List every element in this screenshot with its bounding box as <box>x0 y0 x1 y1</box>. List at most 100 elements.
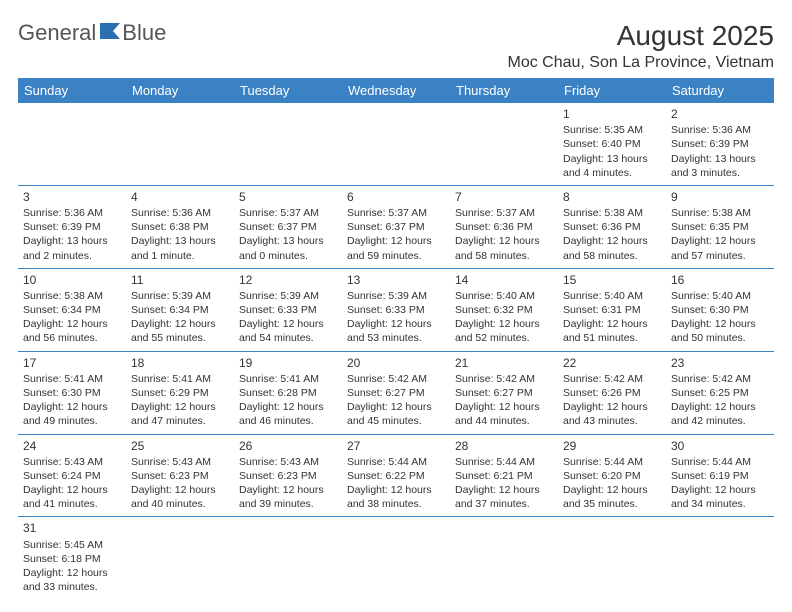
sunrise-text: Sunrise: 5:37 AM <box>239 206 337 220</box>
day-number: 5 <box>239 189 337 205</box>
location: Moc Chau, Son La Province, Vietnam <box>507 54 774 72</box>
sunrise-text: Sunrise: 5:42 AM <box>347 372 445 386</box>
day-number: 26 <box>239 438 337 454</box>
calendar-day-cell: 29Sunrise: 5:44 AMSunset: 6:20 PMDayligh… <box>558 434 666 517</box>
flag-icon <box>98 21 124 46</box>
sunrise-text: Sunrise: 5:39 AM <box>347 289 445 303</box>
logo-text-2: Blue <box>122 20 166 46</box>
day-number: 11 <box>131 272 229 288</box>
sunrise-text: Sunrise: 5:41 AM <box>131 372 229 386</box>
sunrise-text: Sunrise: 5:38 AM <box>563 206 661 220</box>
daylight-text: Daylight: 12 hours and 54 minutes. <box>239 317 337 345</box>
title-block: August 2025 Moc Chau, Son La Province, V… <box>507 20 774 72</box>
calendar-day-cell: 4Sunrise: 5:36 AMSunset: 6:38 PMDaylight… <box>126 185 234 268</box>
calendar-empty-cell <box>234 103 342 185</box>
daylight-text: Daylight: 12 hours and 37 minutes. <box>455 483 553 511</box>
day-number: 22 <box>563 355 661 371</box>
sunrise-text: Sunrise: 5:40 AM <box>455 289 553 303</box>
sunset-text: Sunset: 6:23 PM <box>239 469 337 483</box>
sunset-text: Sunset: 6:39 PM <box>671 137 769 151</box>
calendar-day-cell: 3Sunrise: 5:36 AMSunset: 6:39 PMDaylight… <box>18 185 126 268</box>
daylight-text: Daylight: 12 hours and 39 minutes. <box>239 483 337 511</box>
weekday-header-row: SundayMondayTuesdayWednesdayThursdayFrid… <box>18 78 774 103</box>
sunset-text: Sunset: 6:23 PM <box>131 469 229 483</box>
day-number: 8 <box>563 189 661 205</box>
day-number: 10 <box>23 272 121 288</box>
daylight-text: Daylight: 12 hours and 35 minutes. <box>563 483 661 511</box>
sunrise-text: Sunrise: 5:44 AM <box>563 455 661 469</box>
calendar-day-cell: 11Sunrise: 5:39 AMSunset: 6:34 PMDayligh… <box>126 268 234 351</box>
sunrise-text: Sunrise: 5:36 AM <box>671 123 769 137</box>
sunset-text: Sunset: 6:40 PM <box>563 137 661 151</box>
day-number: 29 <box>563 438 661 454</box>
sunrise-text: Sunrise: 5:43 AM <box>239 455 337 469</box>
calendar-day-cell: 21Sunrise: 5:42 AMSunset: 6:27 PMDayligh… <box>450 351 558 434</box>
calendar-day-cell: 6Sunrise: 5:37 AMSunset: 6:37 PMDaylight… <box>342 185 450 268</box>
sunset-text: Sunset: 6:19 PM <box>671 469 769 483</box>
calendar-day-cell: 1Sunrise: 5:35 AMSunset: 6:40 PMDaylight… <box>558 103 666 185</box>
day-number: 17 <box>23 355 121 371</box>
day-number: 18 <box>131 355 229 371</box>
day-number: 28 <box>455 438 553 454</box>
header: General Blue August 2025 Moc Chau, Son L… <box>18 20 774 72</box>
calendar-week-row: 31Sunrise: 5:45 AMSunset: 6:18 PMDayligh… <box>18 517 774 599</box>
daylight-text: Daylight: 12 hours and 38 minutes. <box>347 483 445 511</box>
weekday-header: Thursday <box>450 78 558 103</box>
weekday-header: Saturday <box>666 78 774 103</box>
calendar-day-cell: 27Sunrise: 5:44 AMSunset: 6:22 PMDayligh… <box>342 434 450 517</box>
calendar-day-cell: 16Sunrise: 5:40 AMSunset: 6:30 PMDayligh… <box>666 268 774 351</box>
sunset-text: Sunset: 6:38 PM <box>131 220 229 234</box>
sunset-text: Sunset: 6:30 PM <box>23 386 121 400</box>
sunrise-text: Sunrise: 5:42 AM <box>455 372 553 386</box>
day-number: 13 <box>347 272 445 288</box>
sunset-text: Sunset: 6:27 PM <box>455 386 553 400</box>
day-number: 4 <box>131 189 229 205</box>
calendar-day-cell: 28Sunrise: 5:44 AMSunset: 6:21 PMDayligh… <box>450 434 558 517</box>
calendar-week-row: 1Sunrise: 5:35 AMSunset: 6:40 PMDaylight… <box>18 103 774 185</box>
daylight-text: Daylight: 12 hours and 49 minutes. <box>23 400 121 428</box>
calendar-day-cell: 18Sunrise: 5:41 AMSunset: 6:29 PMDayligh… <box>126 351 234 434</box>
sunrise-text: Sunrise: 5:40 AM <box>671 289 769 303</box>
logo: General Blue <box>18 20 166 46</box>
sunrise-text: Sunrise: 5:36 AM <box>23 206 121 220</box>
calendar-day-cell: 8Sunrise: 5:38 AMSunset: 6:36 PMDaylight… <box>558 185 666 268</box>
day-number: 21 <box>455 355 553 371</box>
sunset-text: Sunset: 6:34 PM <box>131 303 229 317</box>
calendar-empty-cell <box>342 103 450 185</box>
sunrise-text: Sunrise: 5:35 AM <box>563 123 661 137</box>
calendar-day-cell: 7Sunrise: 5:37 AMSunset: 6:36 PMDaylight… <box>450 185 558 268</box>
calendar-day-cell: 14Sunrise: 5:40 AMSunset: 6:32 PMDayligh… <box>450 268 558 351</box>
sunset-text: Sunset: 6:30 PM <box>671 303 769 317</box>
daylight-text: Daylight: 12 hours and 50 minutes. <box>671 317 769 345</box>
sunrise-text: Sunrise: 5:44 AM <box>671 455 769 469</box>
sunset-text: Sunset: 6:29 PM <box>131 386 229 400</box>
sunset-text: Sunset: 6:22 PM <box>347 469 445 483</box>
day-number: 31 <box>23 520 121 536</box>
calendar-day-cell: 22Sunrise: 5:42 AMSunset: 6:26 PMDayligh… <box>558 351 666 434</box>
calendar-day-cell: 9Sunrise: 5:38 AMSunset: 6:35 PMDaylight… <box>666 185 774 268</box>
daylight-text: Daylight: 13 hours and 4 minutes. <box>563 152 661 180</box>
daylight-text: Daylight: 12 hours and 33 minutes. <box>23 566 121 594</box>
calendar-empty-cell <box>450 517 558 599</box>
sunrise-text: Sunrise: 5:38 AM <box>23 289 121 303</box>
calendar-day-cell: 5Sunrise: 5:37 AMSunset: 6:37 PMDaylight… <box>234 185 342 268</box>
daylight-text: Daylight: 12 hours and 56 minutes. <box>23 317 121 345</box>
calendar-empty-cell <box>558 517 666 599</box>
day-number: 20 <box>347 355 445 371</box>
daylight-text: Daylight: 13 hours and 3 minutes. <box>671 152 769 180</box>
calendar-empty-cell <box>234 517 342 599</box>
calendar-day-cell: 23Sunrise: 5:42 AMSunset: 6:25 PMDayligh… <box>666 351 774 434</box>
sunset-text: Sunset: 6:34 PM <box>23 303 121 317</box>
sunrise-text: Sunrise: 5:37 AM <box>455 206 553 220</box>
calendar-week-row: 3Sunrise: 5:36 AMSunset: 6:39 PMDaylight… <box>18 185 774 268</box>
sunrise-text: Sunrise: 5:40 AM <box>563 289 661 303</box>
sunset-text: Sunset: 6:18 PM <box>23 552 121 566</box>
sunrise-text: Sunrise: 5:44 AM <box>455 455 553 469</box>
day-number: 9 <box>671 189 769 205</box>
day-number: 30 <box>671 438 769 454</box>
sunrise-text: Sunrise: 5:39 AM <box>131 289 229 303</box>
day-number: 27 <box>347 438 445 454</box>
day-number: 14 <box>455 272 553 288</box>
day-number: 23 <box>671 355 769 371</box>
sunrise-text: Sunrise: 5:37 AM <box>347 206 445 220</box>
